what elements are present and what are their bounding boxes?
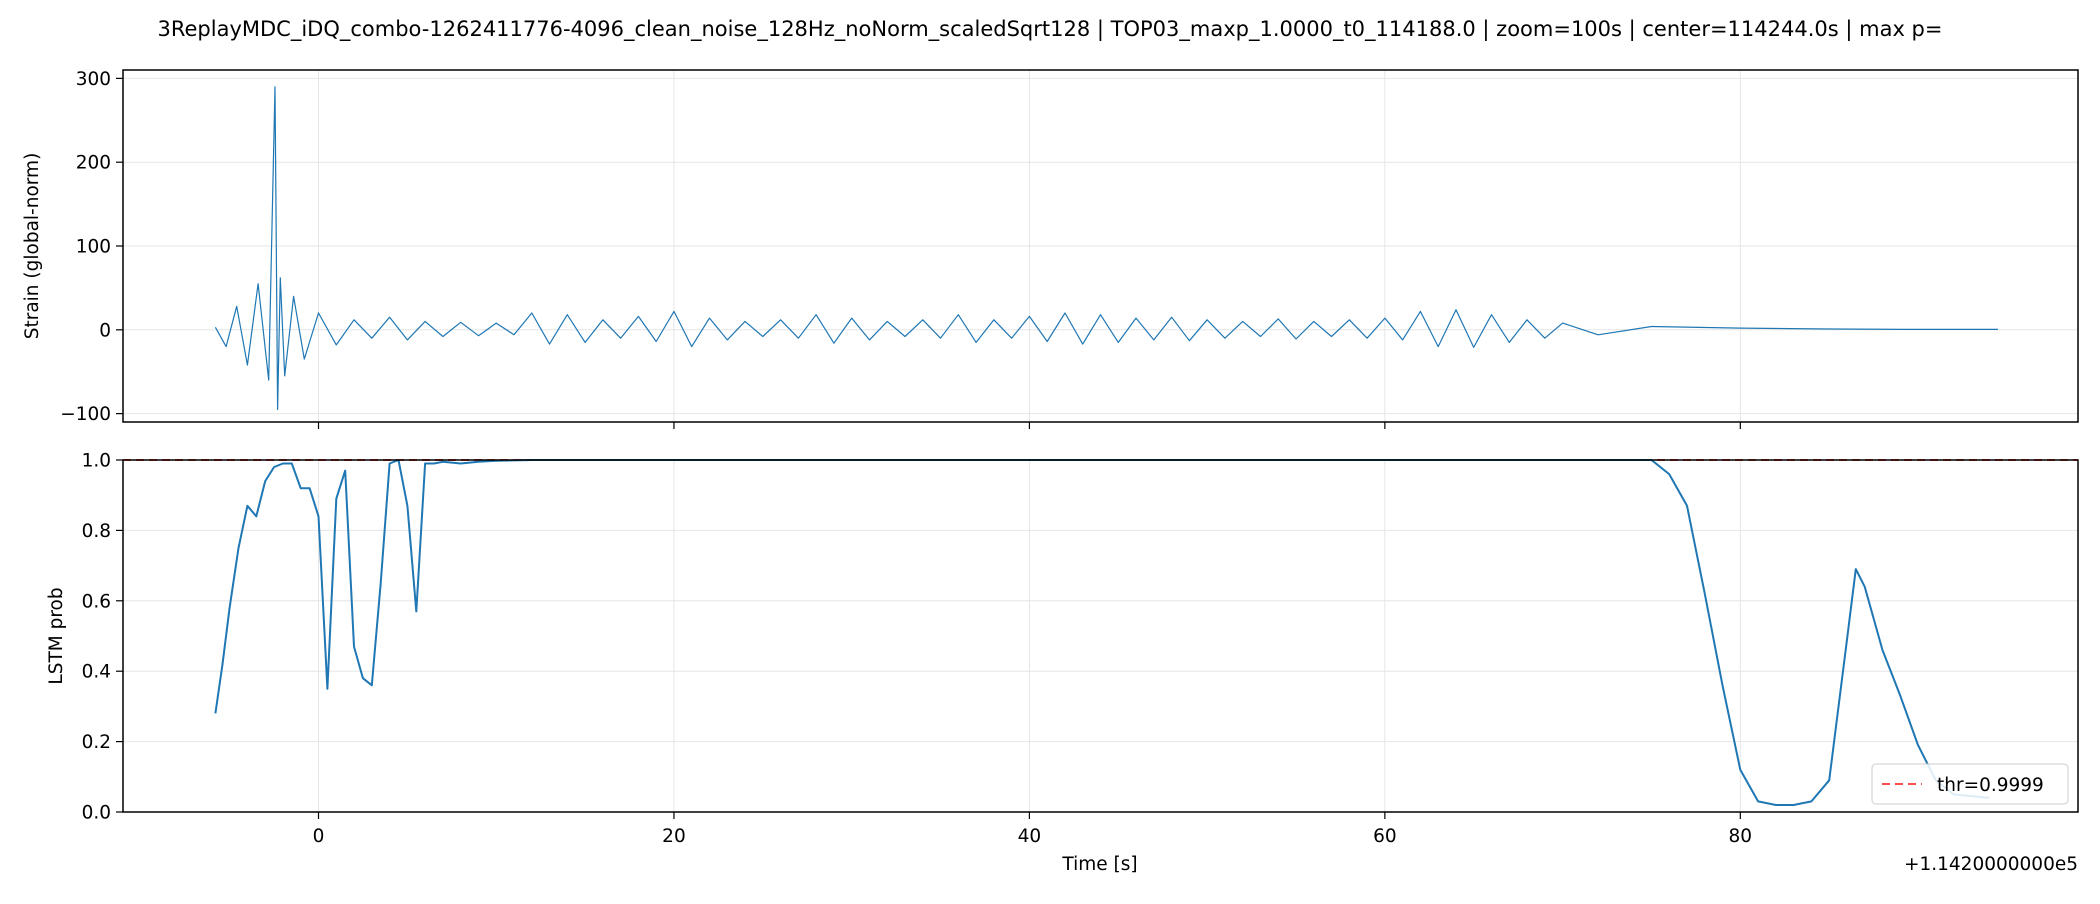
legend-label-threshold: thr=0.9999 bbox=[1937, 775, 2044, 796]
y-tick-label: 0.2 bbox=[82, 732, 111, 753]
legend: thr=0.9999 bbox=[1871, 763, 2069, 805]
x-tick-label: 20 bbox=[662, 826, 686, 847]
legend-box bbox=[1871, 763, 2069, 805]
strain-series bbox=[214, 86, 1998, 410]
strain-grid bbox=[123, 70, 2078, 422]
x-offset-label: +1.1420000000e5 bbox=[1904, 854, 2078, 875]
lstm-axes-frame bbox=[122, 459, 2079, 813]
lstm-series bbox=[214, 459, 1990, 806]
y-tick-label: 0.8 bbox=[82, 521, 111, 542]
lstm-ylabel: LSTM prob bbox=[46, 587, 67, 684]
y-tick-label: −100 bbox=[60, 404, 111, 425]
strain-line bbox=[214, 86, 1998, 410]
y-tick-label: 0.0 bbox=[82, 803, 111, 824]
x-tick-label: 0 bbox=[313, 826, 325, 847]
lstm-xlabel: Time [s] bbox=[1061, 854, 1137, 875]
y-tick-label: 300 bbox=[76, 69, 111, 90]
x-tick-label: 40 bbox=[1018, 826, 1042, 847]
lstm-ticks: 0 20 40 60 80 0.0 0.2 0.4 0.6 0.8 1.0 bbox=[82, 451, 1753, 848]
y-tick-label: 0.6 bbox=[82, 591, 111, 612]
strain-ticks: −100 0 100 200 300 bbox=[60, 69, 1741, 429]
y-tick-label: 1.0 bbox=[82, 451, 111, 472]
y-tick-label: 100 bbox=[76, 237, 111, 258]
y-tick-label: 0.4 bbox=[82, 662, 111, 683]
lstm-panel: 0 20 40 60 80 0.0 0.2 0.4 0.6 0.8 1.0 LSTM prob Ti… bbox=[46, 451, 2079, 875]
y-tick-label: 200 bbox=[76, 153, 111, 174]
lstm-prob-line bbox=[214, 459, 1990, 806]
x-tick-label: 60 bbox=[1373, 826, 1397, 847]
x-tick-label: 80 bbox=[1729, 826, 1753, 847]
strain-panel: −100 0 100 200 300 Strain (global-norm) bbox=[22, 69, 2079, 429]
chart-title: 3ReplayMDC_iDQ_combo-1262411776-4096_cle… bbox=[158, 17, 1943, 42]
y-tick-label: 0 bbox=[99, 320, 111, 341]
strain-ylabel: Strain (global-norm) bbox=[22, 153, 43, 340]
